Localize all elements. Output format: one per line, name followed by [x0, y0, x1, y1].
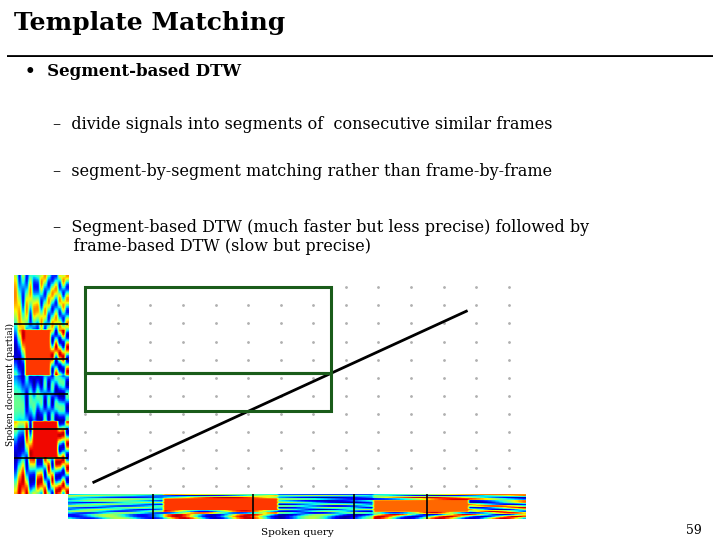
- Text: Spoken document (partial): Spoken document (partial): [6, 323, 14, 446]
- Text: •  Segment-based DTW: • Segment-based DTW: [24, 63, 241, 80]
- Text: 59: 59: [686, 524, 702, 537]
- Bar: [86, 287, 331, 373]
- Text: Spoken query: Spoken query: [261, 528, 333, 537]
- Text: Template Matching: Template Matching: [14, 11, 286, 35]
- Text: –  Segment-based DTW (much faster but less precise) followed by
    frame-based : – Segment-based DTW (much faster but les…: [53, 219, 589, 255]
- Bar: [86, 373, 331, 410]
- Text: –  segment-by-segment matching rather than frame-by-frame: – segment-by-segment matching rather tha…: [53, 163, 552, 180]
- Text: –  divide signals into segments of  consecutive similar frames: – divide signals into segments of consec…: [53, 117, 552, 133]
